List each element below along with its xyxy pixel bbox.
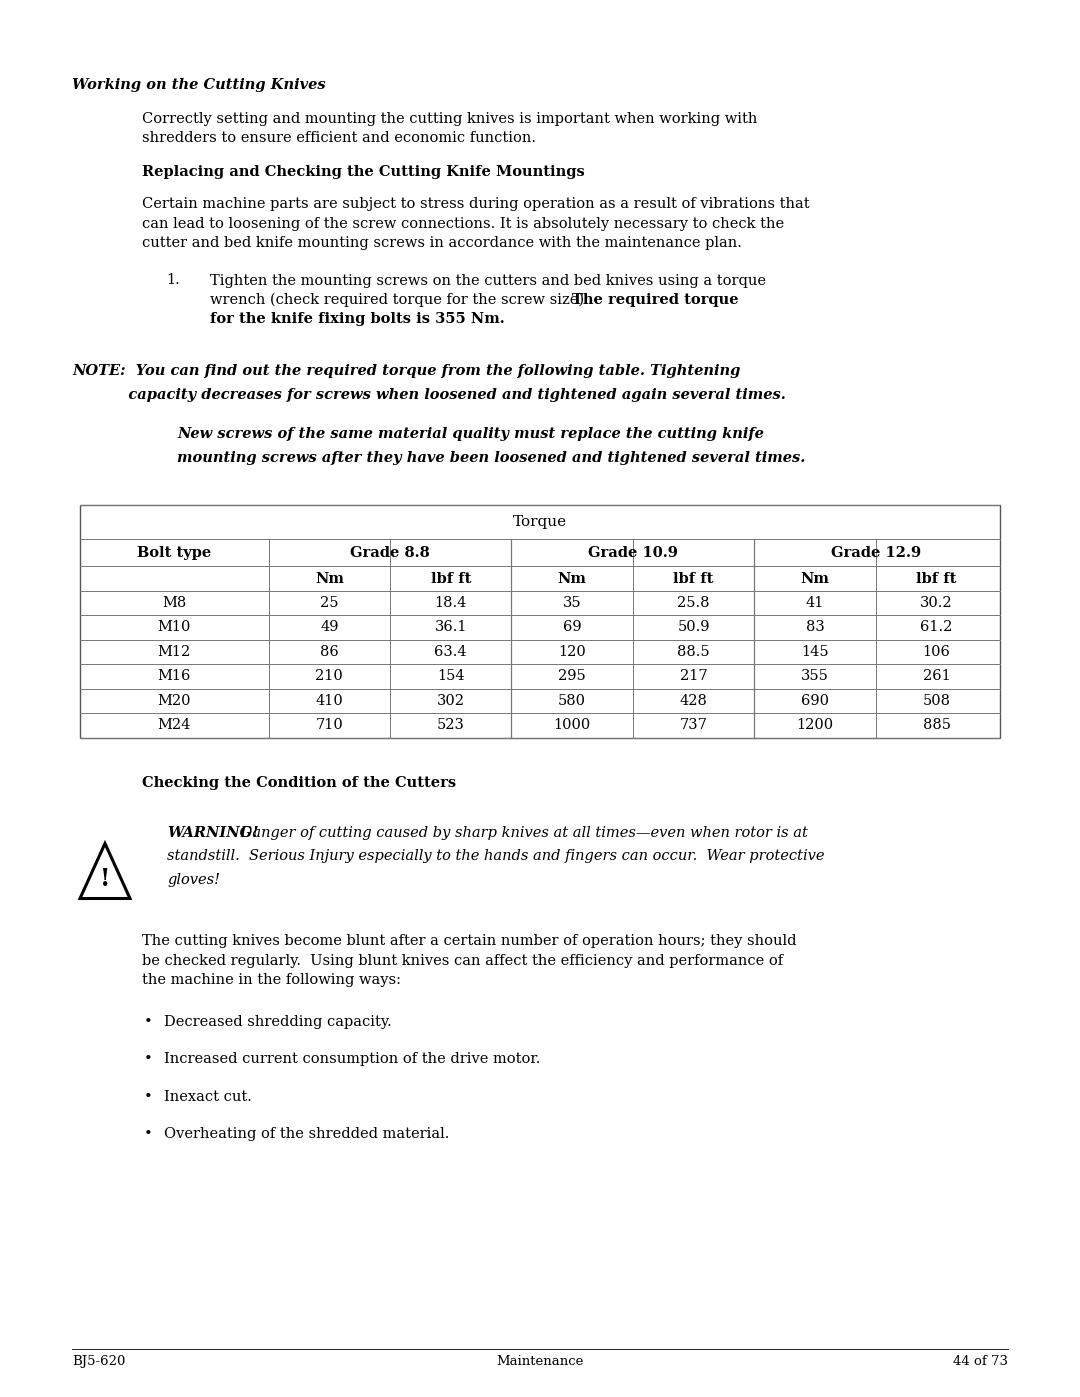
Text: 25.8: 25.8 — [677, 597, 710, 610]
Text: Nm: Nm — [315, 571, 343, 585]
Text: M24: M24 — [158, 718, 191, 732]
Polygon shape — [80, 844, 130, 898]
Text: 145: 145 — [801, 645, 828, 659]
Text: 428: 428 — [679, 694, 707, 708]
Text: 710: 710 — [315, 718, 343, 732]
Text: 25: 25 — [320, 597, 338, 610]
Text: 1000: 1000 — [554, 718, 591, 732]
Text: New screws of the same material quality must replace the cutting knife: New screws of the same material quality … — [177, 427, 764, 441]
Bar — [80, 504, 1000, 738]
Text: Grade 10.9: Grade 10.9 — [588, 546, 678, 560]
Text: Certain machine parts are subject to stress during operation as a result of vibr: Certain machine parts are subject to str… — [141, 197, 810, 211]
Text: 1.: 1. — [166, 274, 180, 288]
Text: 88.5: 88.5 — [677, 645, 710, 659]
Text: 355: 355 — [801, 669, 829, 683]
Text: M10: M10 — [158, 620, 191, 634]
Text: 18.4: 18.4 — [434, 597, 467, 610]
Text: 36.1: 36.1 — [434, 620, 467, 634]
Text: 508: 508 — [922, 694, 950, 708]
Text: Inexact cut.: Inexact cut. — [164, 1090, 252, 1104]
Text: !: ! — [99, 866, 110, 891]
Text: Decreased shredding capacity.: Decreased shredding capacity. — [164, 1014, 392, 1028]
Text: M12: M12 — [158, 645, 191, 659]
Text: be checked regularly.  Using blunt knives can affect the efficiency and performa: be checked regularly. Using blunt knives… — [141, 954, 783, 968]
Text: •: • — [144, 1090, 152, 1104]
Text: 86: 86 — [320, 645, 339, 659]
Text: cutter and bed knife mounting screws in accordance with the maintenance plan.: cutter and bed knife mounting screws in … — [141, 236, 742, 250]
Text: 217: 217 — [679, 669, 707, 683]
Text: Maintenance: Maintenance — [497, 1355, 583, 1368]
Text: 302: 302 — [436, 694, 464, 708]
Text: 120: 120 — [558, 645, 586, 659]
Text: 295: 295 — [558, 669, 586, 683]
Text: Checking the Condition of the Cutters: Checking the Condition of the Cutters — [141, 775, 456, 789]
Text: lbf ft: lbf ft — [431, 571, 471, 585]
Text: 69: 69 — [563, 620, 581, 634]
Text: 580: 580 — [558, 694, 586, 708]
Text: 410: 410 — [315, 694, 343, 708]
Text: BJ5-620: BJ5-620 — [72, 1355, 125, 1368]
Text: Grade 8.8: Grade 8.8 — [350, 546, 430, 560]
Text: M8: M8 — [162, 597, 187, 610]
Text: Danger of cutting caused by sharp knives at all times—even when rotor is at: Danger of cutting caused by sharp knives… — [235, 826, 808, 840]
Text: 154: 154 — [437, 669, 464, 683]
Text: 261: 261 — [922, 669, 950, 683]
Text: 50.9: 50.9 — [677, 620, 710, 634]
Text: Torque: Torque — [513, 515, 567, 529]
Text: The required torque: The required torque — [572, 293, 739, 307]
Text: •: • — [144, 1127, 152, 1141]
Text: 49: 49 — [320, 620, 338, 634]
Text: •: • — [144, 1014, 152, 1028]
Text: Correctly setting and mounting the cutting knives is important when working with: Correctly setting and mounting the cutti… — [141, 112, 757, 126]
Text: Tighten the mounting screws on the cutters and bed knives using a torque: Tighten the mounting screws on the cutte… — [210, 274, 766, 288]
Text: •: • — [144, 1052, 152, 1066]
Text: Bolt type: Bolt type — [137, 546, 212, 560]
Text: capacity decreases for screws when loosened and tightened again several times.: capacity decreases for screws when loose… — [72, 387, 786, 401]
Text: Working on the Cutting Knives: Working on the Cutting Knives — [72, 78, 326, 92]
Text: Increased current consumption of the drive motor.: Increased current consumption of the dri… — [164, 1052, 540, 1066]
Text: 106: 106 — [922, 645, 950, 659]
Text: 41: 41 — [806, 597, 824, 610]
Text: Nm: Nm — [557, 571, 586, 585]
Text: wrench (check required torque for the screw size).: wrench (check required torque for the sc… — [210, 293, 593, 307]
Text: 83: 83 — [806, 620, 824, 634]
Text: WARNING!: WARNING! — [167, 826, 258, 840]
Text: Replacing and Checking the Cutting Knife Mountings: Replacing and Checking the Cutting Knife… — [141, 165, 584, 179]
Text: 690: 690 — [801, 694, 829, 708]
Text: 1200: 1200 — [797, 718, 834, 732]
Text: 35: 35 — [563, 597, 581, 610]
Text: 63.4: 63.4 — [434, 645, 467, 659]
Text: 885: 885 — [922, 718, 950, 732]
Text: M20: M20 — [158, 694, 191, 708]
Text: Grade 12.9: Grade 12.9 — [831, 546, 921, 560]
Text: 30.2: 30.2 — [920, 597, 953, 610]
Text: NOTE:  You can find out the required torque from the following table. Tightening: NOTE: You can find out the required torq… — [72, 365, 741, 379]
Text: 44 of 73: 44 of 73 — [953, 1355, 1008, 1368]
Text: 523: 523 — [436, 718, 464, 732]
Text: gloves!: gloves! — [167, 873, 220, 887]
Text: mounting screws after they have been loosened and tightened several times.: mounting screws after they have been loo… — [177, 450, 806, 464]
Text: 737: 737 — [679, 718, 707, 732]
Text: M16: M16 — [158, 669, 191, 683]
Text: lbf ft: lbf ft — [674, 571, 714, 585]
Text: lbf ft: lbf ft — [916, 571, 957, 585]
Text: for the knife fixing bolts is 355 Nm.: for the knife fixing bolts is 355 Nm. — [210, 313, 504, 327]
Text: standstill.  Serious Injury especially to the hands and fingers can occur.  Wear: standstill. Serious Injury especially to… — [167, 849, 824, 863]
Text: Nm: Nm — [800, 571, 829, 585]
Text: Overheating of the shredded material.: Overheating of the shredded material. — [164, 1127, 449, 1141]
Text: 210: 210 — [315, 669, 343, 683]
Text: 61.2: 61.2 — [920, 620, 953, 634]
Text: can lead to loosening of the screw connections. It is absolutely necessary to ch: can lead to loosening of the screw conne… — [141, 217, 784, 231]
Text: shredders to ensure efficient and economic function.: shredders to ensure efficient and econom… — [141, 131, 536, 145]
Text: the machine in the following ways:: the machine in the following ways: — [141, 974, 401, 988]
Text: The cutting knives become blunt after a certain number of operation hours; they : The cutting knives become blunt after a … — [141, 935, 797, 949]
